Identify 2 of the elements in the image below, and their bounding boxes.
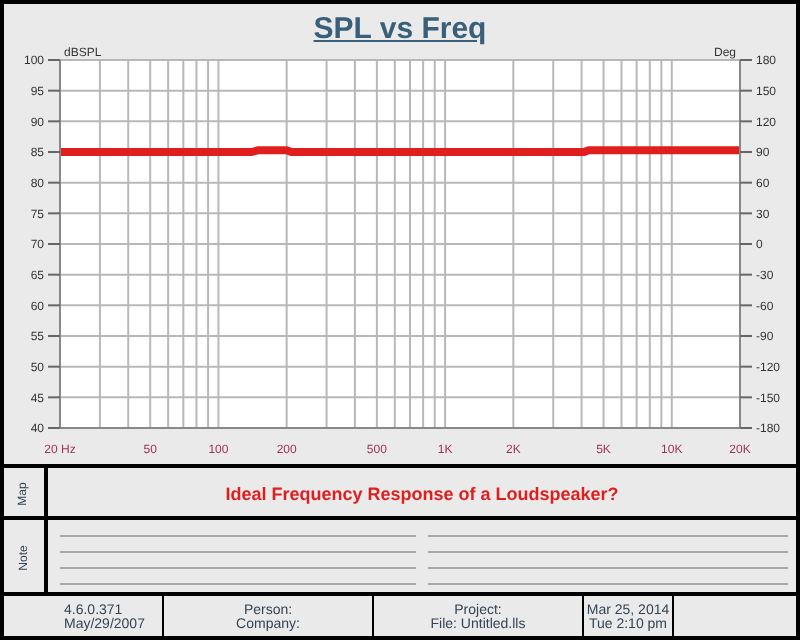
- text: Ideal Frequency Response of a Loudspeaker?: [223, 482, 621, 508]
- chart-title: SPL vs Freq: [311, 12, 489, 46]
